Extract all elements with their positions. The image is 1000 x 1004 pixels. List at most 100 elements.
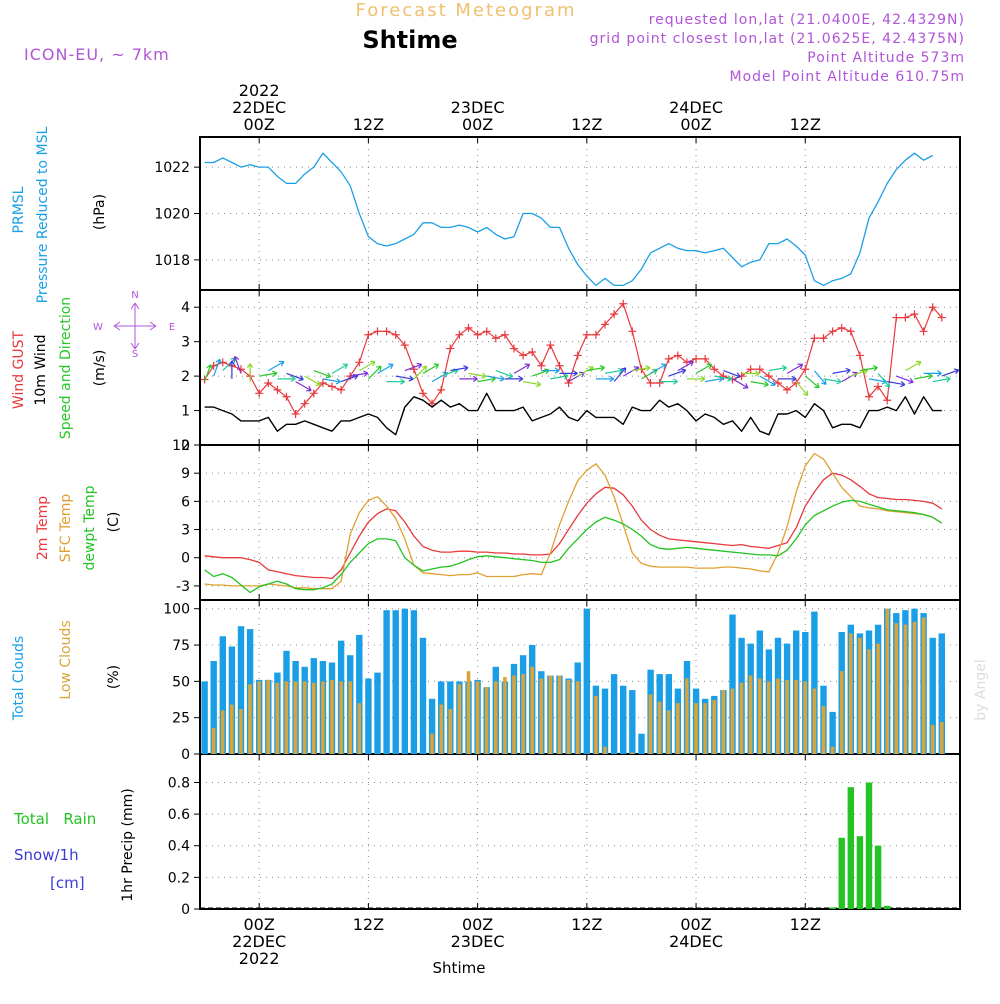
gust-point xyxy=(928,303,937,312)
low-cloud-bar xyxy=(785,679,789,754)
wind-direction-arrow xyxy=(367,365,382,380)
requested-coords: requested lon,lat (21.0400E, 42.4329N) xyxy=(649,12,965,28)
low-cloud-bar xyxy=(730,688,735,754)
wind-direction-arrow xyxy=(504,375,524,383)
low-cloud-bar xyxy=(566,679,571,754)
total-cloud-bar xyxy=(383,610,390,754)
rain-bar xyxy=(847,787,854,909)
gust-point xyxy=(591,330,600,339)
point-altitude: Point Altitude 573m xyxy=(807,50,965,66)
snow-unit: [cm] xyxy=(50,874,85,892)
low-cloud-bar xyxy=(757,678,762,754)
gust-point xyxy=(783,385,792,394)
wind-direction-arrow xyxy=(513,363,531,374)
low-cloud-bar xyxy=(748,675,753,754)
low-cloud-bar xyxy=(812,688,817,754)
wind-direction-arrow xyxy=(331,363,349,374)
y-tick-label: 75 xyxy=(172,638,190,654)
total-cloud-bar xyxy=(392,610,399,754)
gust-point xyxy=(810,334,819,343)
sfc-temp-line xyxy=(204,452,943,590)
wind-direction-arrow xyxy=(632,365,651,372)
wind-direction-arrow xyxy=(213,358,222,377)
gust-point xyxy=(937,313,946,322)
y-tick-label: 1022 xyxy=(154,160,190,176)
wind-direction-arrow xyxy=(395,375,414,382)
low-cloud-bar xyxy=(867,649,871,754)
low-cloud-bar xyxy=(475,681,480,754)
low-cloud-bar xyxy=(794,679,798,754)
wind-direction-arrow xyxy=(522,380,542,388)
wind-direction-arrow xyxy=(350,370,369,377)
rain-bar xyxy=(874,845,882,909)
wind-direction-arrow xyxy=(268,360,285,372)
y-tick-label: 0 xyxy=(181,438,190,454)
total-cloud-bar xyxy=(401,608,408,754)
y-tick-label: -3 xyxy=(176,579,190,595)
top-time-label: 12Z xyxy=(571,115,602,134)
top-time-label: 00Z xyxy=(462,115,493,134)
low-cloud-bar xyxy=(293,681,298,754)
low-cloud-bar xyxy=(912,621,917,754)
compass-icon: N S W E xyxy=(93,290,175,360)
low-cloud-bar xyxy=(257,681,261,754)
low-cloud-bar xyxy=(940,722,944,754)
wind-direction-arrow xyxy=(413,365,428,380)
wind-direction-arrow xyxy=(322,378,342,385)
y-tick-label: 0 xyxy=(181,551,190,567)
gust-point xyxy=(901,313,910,322)
gust-point xyxy=(883,396,892,405)
gust-point xyxy=(528,348,537,356)
dewpt-label: dewpt Temp xyxy=(82,485,98,570)
wind-direction-arrow xyxy=(778,375,797,383)
wind-direction-arrow xyxy=(359,360,376,372)
gust-point xyxy=(646,379,655,387)
gridpoint-coords: grid point closest lon,lat (21.0625E, 42… xyxy=(590,31,965,47)
low-cloud-bar xyxy=(457,684,462,754)
svg-text:N: N xyxy=(131,290,138,301)
tsfc-label: SFC Temp xyxy=(58,494,74,563)
y-tick-label: 25 xyxy=(172,711,190,727)
gust-point xyxy=(418,389,427,398)
bottom-time-label: 00Z xyxy=(462,915,493,934)
wind-direction-arrow xyxy=(431,371,449,383)
top-time-label: 23DEC xyxy=(451,98,505,117)
total-cloud-bar xyxy=(811,611,818,754)
wind-direction-arrow xyxy=(932,376,951,383)
wind-direction-arrow xyxy=(595,375,615,383)
gust-point xyxy=(491,334,500,343)
wind-direction-arrow xyxy=(259,370,278,377)
low-cloud-bar xyxy=(521,674,525,754)
gust-point xyxy=(582,330,591,339)
gust-point xyxy=(391,330,400,339)
wind-direction-arrow xyxy=(386,378,405,385)
bottom-time-label: 22DEC xyxy=(232,932,286,951)
wind-direction-arrow xyxy=(941,368,960,377)
low-cloud-bar xyxy=(830,746,835,754)
gust-point xyxy=(755,365,764,374)
wind-direction-arrow xyxy=(295,381,312,392)
y-tick-label: 12 xyxy=(172,438,190,454)
gust-point xyxy=(846,327,855,336)
total-cloud-bar xyxy=(219,636,226,754)
wind-direction-arrow xyxy=(668,368,687,377)
wind-direction-arrow xyxy=(823,378,842,385)
gust-point xyxy=(355,358,364,367)
low-cloud-bar xyxy=(275,682,280,754)
low-cloud-bar xyxy=(630,752,635,754)
pressure-panel: 1018 1020 1022 xyxy=(154,136,961,291)
y-tick-label: 0 xyxy=(181,902,190,918)
gust-point xyxy=(555,361,564,370)
wind-direction-arrow xyxy=(732,378,749,389)
low-cloud-bar xyxy=(703,703,707,754)
y-tick-label: 1018 xyxy=(154,253,190,269)
total-cloud-bar xyxy=(237,626,245,754)
low-cloud-bar xyxy=(776,678,780,754)
model-altitude: Model Point Altitude 610.75m xyxy=(730,69,965,85)
precipitation-panel: 0 0.2 0.4 0.6 0.8 xyxy=(168,753,961,918)
wind-direction-arrow xyxy=(604,367,624,375)
y-tick-label: 3 xyxy=(181,523,190,539)
panel-frame xyxy=(199,289,961,446)
wind-direction-arrow xyxy=(586,365,605,372)
